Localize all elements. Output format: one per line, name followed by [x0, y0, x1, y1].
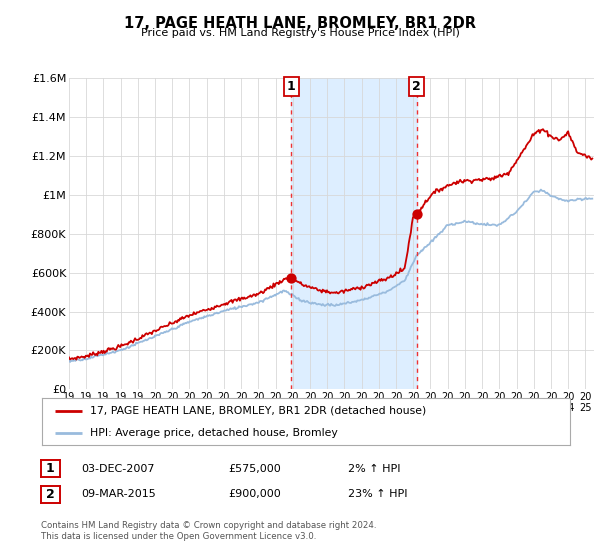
Text: Contains HM Land Registry data © Crown copyright and database right 2024.: Contains HM Land Registry data © Crown c…: [41, 521, 376, 530]
Text: 1: 1: [46, 462, 55, 475]
Text: This data is licensed under the Open Government Licence v3.0.: This data is licensed under the Open Gov…: [41, 532, 316, 541]
Text: 09-MAR-2015: 09-MAR-2015: [81, 489, 156, 500]
Text: HPI: Average price, detached house, Bromley: HPI: Average price, detached house, Brom…: [89, 428, 337, 438]
Text: 2: 2: [412, 80, 421, 92]
Text: 2: 2: [46, 488, 55, 501]
Text: 2% ↑ HPI: 2% ↑ HPI: [348, 464, 401, 474]
Text: 17, PAGE HEATH LANE, BROMLEY, BR1 2DR: 17, PAGE HEATH LANE, BROMLEY, BR1 2DR: [124, 16, 476, 31]
Text: Price paid vs. HM Land Registry's House Price Index (HPI): Price paid vs. HM Land Registry's House …: [140, 28, 460, 38]
Text: 17, PAGE HEATH LANE, BROMLEY, BR1 2DR (detached house): 17, PAGE HEATH LANE, BROMLEY, BR1 2DR (d…: [89, 406, 426, 416]
Point: [287, 273, 296, 282]
Text: £900,000: £900,000: [228, 489, 281, 500]
Text: 23% ↑ HPI: 23% ↑ HPI: [348, 489, 407, 500]
Text: 1: 1: [287, 80, 296, 92]
Text: £575,000: £575,000: [228, 464, 281, 474]
Bar: [292, 78, 416, 389]
Text: 03-DEC-2007: 03-DEC-2007: [81, 464, 155, 474]
Point: [412, 210, 421, 219]
